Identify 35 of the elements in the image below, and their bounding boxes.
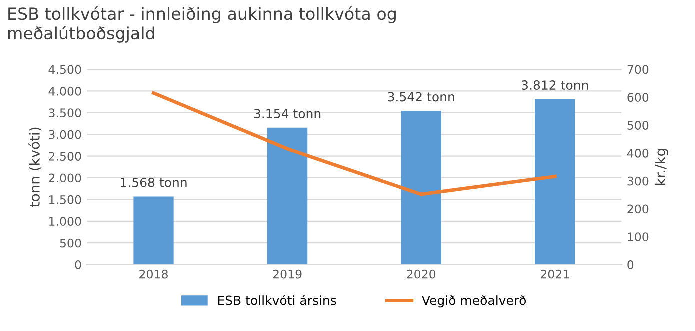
x-tick-label: 2021 xyxy=(540,270,570,279)
data-label: 3.812 tonn xyxy=(522,80,588,90)
data-label: 1.568 tonn xyxy=(121,178,187,188)
y-tick-label: 3.500 xyxy=(49,108,82,118)
x-tick-label: 2018 xyxy=(140,270,168,279)
bar xyxy=(535,99,576,265)
y-tick-label: 1.000 xyxy=(50,217,82,226)
y-tick-label: 3.000 xyxy=(49,130,82,140)
y2-tick-label: 0 xyxy=(628,260,634,270)
y2-axis-title: kr./kg xyxy=(654,149,668,186)
y2-tick-label: 200 xyxy=(628,204,649,214)
data-label: 3.154 tonn xyxy=(254,109,321,119)
y-tick-label: 2.000 xyxy=(49,174,82,183)
y2-tick-label: 600 xyxy=(628,93,649,102)
y2-tick-label: 300 xyxy=(628,176,649,186)
bar xyxy=(134,196,174,265)
y-tick-label: 500 xyxy=(60,238,82,248)
y-tick-label: 0 xyxy=(75,260,82,270)
y-tick-label: 4.500 xyxy=(48,65,82,74)
y2-tick-label: 400 xyxy=(627,148,649,158)
chart-title: ESB tollkvótar - innleiðing aukinna tollkvóta og meðalútboðsgjald xyxy=(8,6,396,43)
y2-tick-label: 100 xyxy=(628,232,649,242)
bar xyxy=(401,111,442,265)
bar xyxy=(267,128,308,265)
y2-tick-label: 700 xyxy=(628,65,649,74)
y-axis-title: tonn (kvóti) xyxy=(28,128,42,208)
y-tick-label: 4.000 xyxy=(48,86,82,96)
y2-tick-label: 500 xyxy=(628,121,649,130)
y-tick-label: 2.500 xyxy=(49,152,82,161)
legend-label: Vegið meðalverð xyxy=(422,296,526,308)
x-tick-label: 2020 xyxy=(407,270,436,279)
legend-label: ESB tollkvóti ársins xyxy=(218,295,336,306)
data-label: 3.542 tonn xyxy=(388,92,454,102)
x-tick-label: 2019 xyxy=(273,270,302,279)
y-tick-label: 1.500 xyxy=(50,195,82,204)
